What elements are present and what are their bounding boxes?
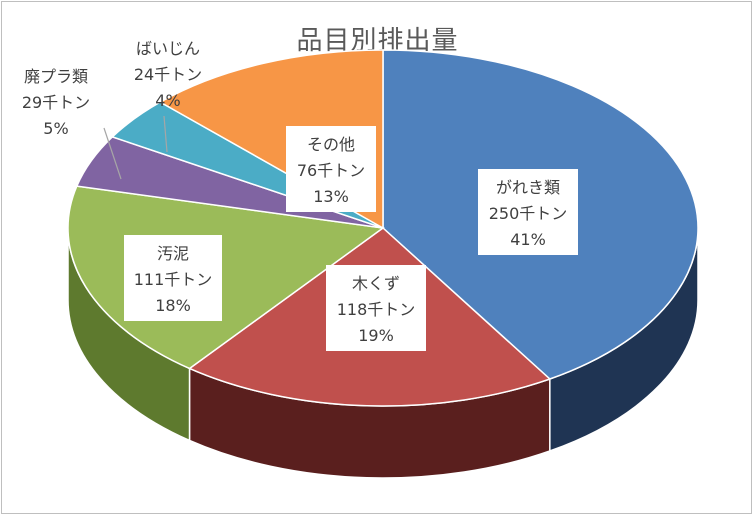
data-label-value-0: 250千トン — [489, 204, 568, 223]
data-label-value-5: 76千トン — [297, 161, 365, 180]
data-label-box-2 — [124, 235, 222, 321]
data-label-category-4: ばいじん — [136, 39, 200, 58]
data-label-percent-4: 4% — [155, 91, 180, 110]
data-label-box-1 — [326, 265, 426, 351]
data-label-value-3: 29千トン — [22, 93, 90, 112]
data-label-percent-0: 41% — [510, 230, 546, 249]
data-label-value-4: 24千トン — [134, 65, 202, 84]
data-label-category-0: がれき類 — [496, 178, 560, 197]
data-label-value-2: 111千トン — [134, 270, 213, 289]
data-label-value-1: 118千トン — [337, 300, 416, 319]
data-label-percent-5: 13% — [313, 187, 349, 206]
data-label-category-3: 廃プラ類 — [24, 67, 88, 86]
data-label-percent-3: 5% — [43, 119, 68, 138]
data-label-percent-2: 18% — [155, 296, 191, 315]
data-label-category-2: 汚泥 — [157, 244, 189, 263]
data-label-percent-1: 19% — [358, 326, 394, 345]
data-label-category-1: 木くず — [352, 274, 400, 293]
data-label-box-0 — [478, 169, 578, 255]
data-label-category-5: その他 — [307, 135, 355, 154]
leader-line-3 — [103, 127, 122, 180]
pie-slice-2 — [67, 185, 385, 370]
leader-line-4 — [163, 115, 168, 153]
data-label-box-5 — [286, 126, 376, 212]
